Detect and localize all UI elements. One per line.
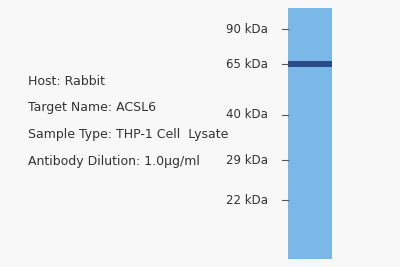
Text: Antibody Dilution: 1.0μg/ml: Antibody Dilution: 1.0μg/ml: [28, 155, 200, 168]
Text: Target Name: ACSL6: Target Name: ACSL6: [28, 101, 156, 115]
Text: 22 kDa: 22 kDa: [226, 194, 268, 207]
Bar: [288, 8, 332, 259]
Text: Sample Type: THP-1 Cell  Lysate: Sample Type: THP-1 Cell Lysate: [28, 128, 228, 141]
Text: 90 kDa: 90 kDa: [226, 23, 268, 36]
Text: 65 kDa: 65 kDa: [226, 58, 268, 70]
Bar: [288, 61, 332, 67]
Text: Host: Rabbit: Host: Rabbit: [28, 75, 105, 88]
Text: 40 kDa: 40 kDa: [226, 108, 268, 121]
Text: 29 kDa: 29 kDa: [226, 154, 268, 167]
